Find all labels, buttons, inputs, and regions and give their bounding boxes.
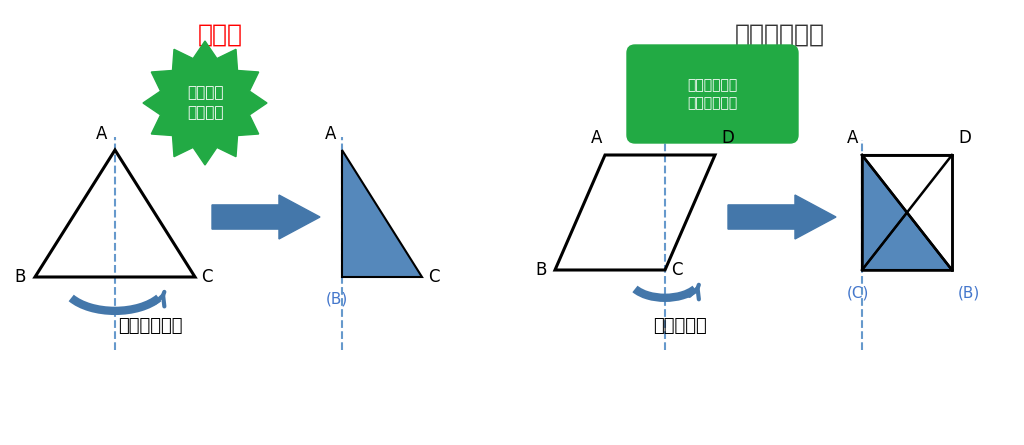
Text: A: A <box>847 129 858 147</box>
Text: (C): (C) <box>847 285 869 300</box>
Text: (B): (B) <box>326 292 348 307</box>
Text: A: A <box>95 125 106 143</box>
Text: 線対称: 線対称 <box>198 23 243 47</box>
Polygon shape <box>862 155 952 270</box>
Text: D: D <box>958 129 971 147</box>
Text: C: C <box>671 261 683 279</box>
Text: (B): (B) <box>958 285 980 300</box>
Text: ピッタリ重な
らない・・・: ピッタリ重な らない・・・ <box>687 78 737 110</box>
Polygon shape <box>143 41 267 165</box>
Text: A: A <box>591 129 602 147</box>
Text: ピッタリ
重なる！: ピッタリ 重なる！ <box>186 85 223 121</box>
Polygon shape <box>862 155 952 270</box>
Text: 二等辺三角形: 二等辺三角形 <box>118 317 182 335</box>
Text: 平行四辺形: 平行四辺形 <box>653 317 707 335</box>
Polygon shape <box>728 195 836 239</box>
Polygon shape <box>212 195 321 239</box>
Text: B: B <box>536 261 547 279</box>
Text: 線対称でない: 線対称でない <box>735 23 825 47</box>
Text: C: C <box>428 268 439 286</box>
Text: A: A <box>325 125 336 143</box>
Polygon shape <box>342 150 422 277</box>
Polygon shape <box>862 155 952 270</box>
Text: B: B <box>14 268 26 286</box>
Text: D: D <box>721 129 734 147</box>
Text: C: C <box>201 268 213 286</box>
FancyBboxPatch shape <box>627 45 798 143</box>
